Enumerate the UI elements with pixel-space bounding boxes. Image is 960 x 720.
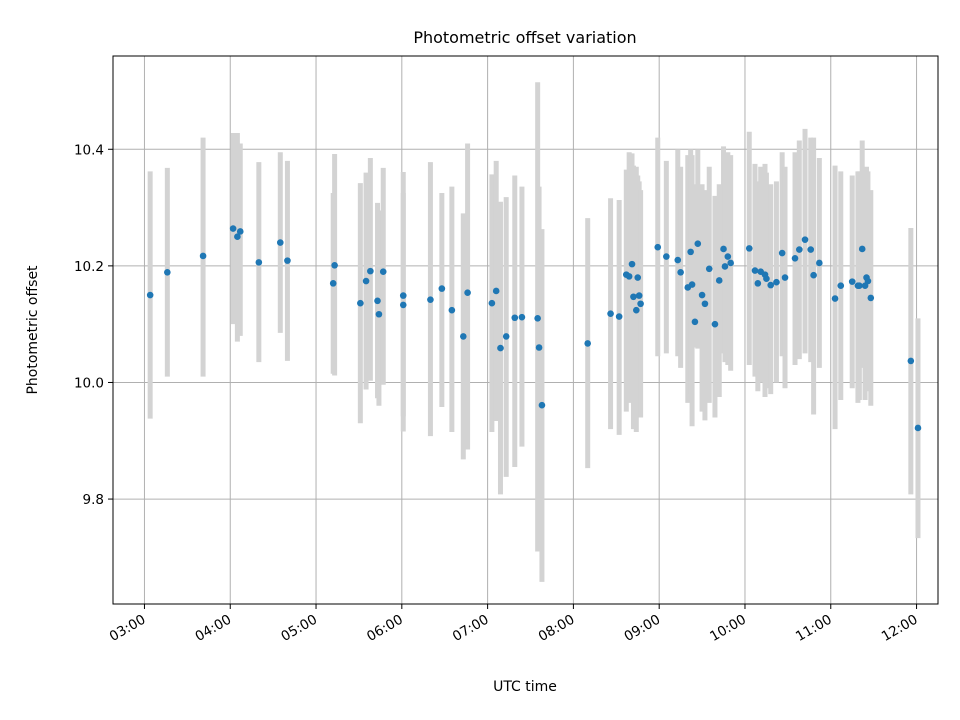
data-point [630, 293, 637, 301]
data-point [687, 248, 694, 256]
data-point [584, 340, 591, 347]
data-point [698, 291, 706, 299]
data-point [791, 254, 799, 262]
data-point [763, 275, 770, 282]
data-point [654, 243, 662, 251]
data-point [674, 256, 682, 264]
data-point [727, 259, 734, 267]
data-point [488, 299, 496, 307]
data-point [438, 285, 446, 292]
data-point [848, 278, 856, 285]
data-point [715, 277, 723, 284]
data-point [276, 239, 284, 246]
data-point [229, 225, 237, 232]
y-tick-label: 10.0 [74, 375, 104, 391]
data-point [856, 282, 863, 289]
data-point [751, 267, 759, 274]
data-point [628, 260, 636, 268]
data-point [379, 268, 387, 276]
data-point [625, 273, 633, 280]
data-point [778, 249, 786, 257]
data-point [721, 263, 729, 270]
data-point [914, 424, 922, 432]
y-tick-label: 9.8 [83, 492, 104, 508]
data-points [146, 225, 922, 432]
data-point [867, 294, 875, 302]
data-point [255, 259, 263, 266]
data-point [146, 291, 154, 299]
data-point [864, 277, 872, 285]
data-point [511, 314, 519, 322]
data-point [677, 268, 684, 276]
data-point [767, 281, 775, 289]
data-point [711, 320, 719, 328]
data-point [374, 297, 381, 305]
y-axis-label: Photometric offset [25, 265, 41, 395]
plot-frame [112, 55, 939, 605]
x-axis-label: UTC time [493, 679, 557, 695]
data-point [810, 271, 817, 279]
data-point [362, 277, 370, 285]
data-point [691, 318, 699, 326]
data-point [284, 257, 291, 264]
data-point [705, 265, 713, 273]
data-point [831, 295, 839, 302]
data-point [701, 300, 709, 308]
data-point [502, 333, 510, 340]
y-tick-label: 10.4 [74, 142, 104, 158]
data-point [615, 313, 623, 320]
data-point [633, 306, 640, 314]
data-point [399, 292, 407, 299]
data-point [773, 278, 780, 286]
y-tick-label: 10.2 [74, 259, 104, 275]
data-point [534, 315, 541, 322]
data-point [781, 274, 789, 281]
data-point [460, 333, 467, 340]
data-point [399, 301, 407, 309]
data-point [448, 306, 456, 314]
data-point [427, 296, 434, 303]
data-point [688, 281, 696, 288]
data-point [538, 401, 546, 409]
data-point [164, 268, 171, 276]
data-point [199, 252, 207, 260]
data-point [754, 280, 762, 287]
data-point [464, 289, 471, 296]
data-point [607, 310, 614, 317]
data-point [724, 253, 732, 260]
data-point [637, 300, 644, 308]
data-point [492, 287, 500, 295]
data-point [837, 282, 845, 289]
data-point [234, 233, 241, 241]
data-point [635, 292, 643, 299]
data-point [329, 280, 337, 287]
chart-title: Photometric offset variation [413, 28, 636, 47]
data-point [663, 253, 670, 260]
data-point [357, 299, 364, 307]
data-point [796, 246, 803, 253]
data-point [858, 245, 866, 253]
data-point [375, 310, 383, 318]
data-point [331, 261, 338, 269]
data-point [497, 344, 504, 352]
data-point [807, 246, 815, 253]
data-point [518, 313, 526, 321]
data-point [367, 267, 374, 275]
data-point [720, 245, 727, 253]
data-point [907, 357, 915, 365]
data-point [745, 245, 753, 252]
data-point [801, 236, 809, 243]
data-point [634, 274, 642, 281]
data-point [816, 259, 823, 267]
data-point [236, 228, 244, 235]
data-point [694, 240, 702, 248]
data-point [535, 344, 543, 351]
